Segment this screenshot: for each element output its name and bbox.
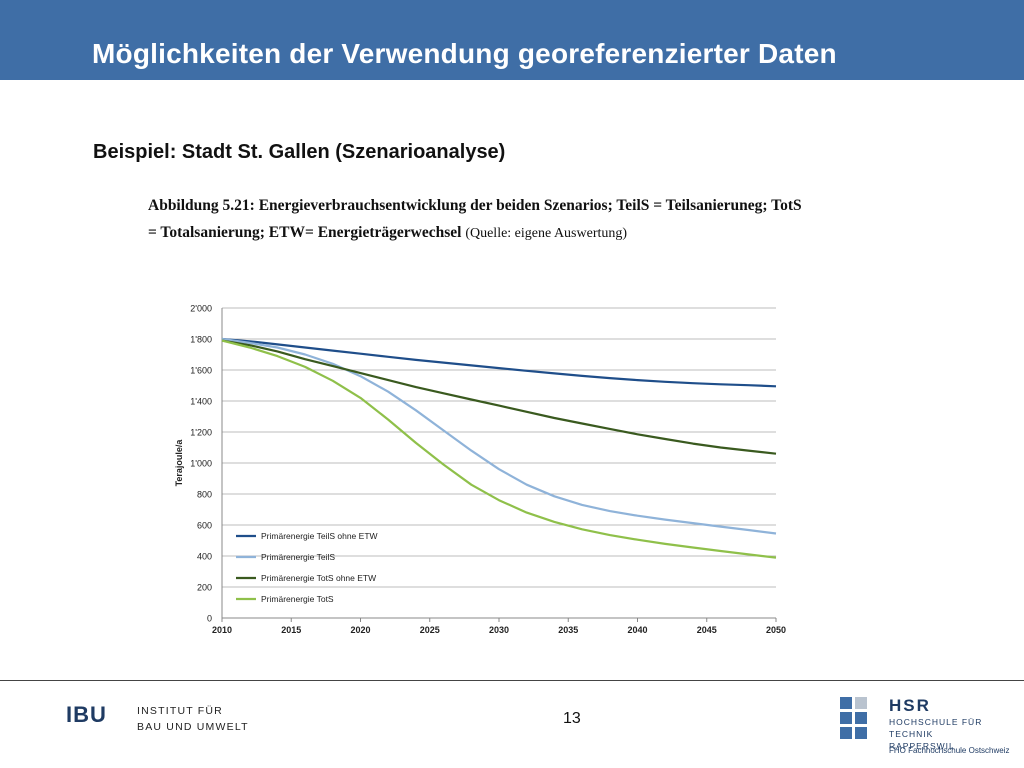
figure-caption: Abbildung 5.21: Energieverbrauchsentwick… bbox=[148, 192, 808, 247]
figure-caption-bold: Abbildung 5.21: Energieverbrauchsentwick… bbox=[148, 197, 802, 241]
ibu-logo-text: IBU bbox=[66, 703, 107, 725]
slide-subtitle: Beispiel: Stadt St. Gallen (Szenarioanal… bbox=[93, 141, 506, 163]
y-tick-label: 1'000 bbox=[190, 459, 212, 469]
y-tick-label: 2'000 bbox=[190, 304, 212, 314]
footer-divider bbox=[0, 680, 1024, 681]
legend-label-1: Primärenergie TeilS ohne ETW bbox=[261, 531, 378, 541]
page-number: 13 bbox=[563, 710, 581, 727]
legend-label-4: Primärenergie TotS bbox=[261, 594, 334, 604]
ibu-line-2: BAU UND UMWELT bbox=[137, 721, 249, 733]
x-tick-label: 2030 bbox=[489, 625, 509, 635]
slide-title: Möglichkeiten der Verwendung georeferenz… bbox=[92, 38, 837, 69]
ibu-logo: IBU bbox=[66, 703, 107, 725]
hsr-line-1: HOCHSCHULE FÜR TECHNIK bbox=[889, 717, 983, 739]
title-bar: Möglichkeiten der Verwendung georeferenz… bbox=[0, 0, 1024, 80]
line-chart: 0 200 400 600 800 1'000 1'200 1'400 1'600 1'800 2'… bbox=[174, 304, 786, 636]
hsr-fho-text: FHO Fachhochschule Ostschweiz bbox=[889, 746, 1010, 755]
legend-label-3: Primärenergie TotS ohne ETW bbox=[261, 573, 376, 583]
x-tick-label: 2050 bbox=[766, 625, 786, 635]
y-tick-label: 1'800 bbox=[190, 335, 212, 345]
series-line-3 bbox=[221, 339, 777, 455]
ibu-institute-text: INSTITUT FÜR BAU UND UMWELT bbox=[137, 703, 249, 735]
hsr-subtitle: HOCHSCHULE FÜR TECHNIK RAPPERSWIL bbox=[889, 716, 1024, 752]
series-line-4 bbox=[221, 339, 777, 559]
x-tick-label: 2040 bbox=[627, 625, 647, 635]
y-tick-label: 1'200 bbox=[190, 428, 212, 438]
legend-label-2: Primärenergie TeilS bbox=[261, 552, 335, 562]
x-tick-label: 2035 bbox=[558, 625, 578, 635]
y-tick-label: 400 bbox=[197, 552, 212, 562]
hsr-line-2: RAPPERSWIL bbox=[889, 741, 955, 751]
x-tick-label: 2045 bbox=[697, 625, 717, 635]
x-tick-label: 2010 bbox=[212, 625, 232, 635]
figure-caption-source: (Quelle: eigene Auswertung) bbox=[465, 226, 628, 241]
y-tick-label: 1'400 bbox=[190, 397, 212, 407]
series-line-2 bbox=[221, 337, 777, 535]
y-tick-label: 200 bbox=[197, 583, 212, 593]
hsr-logo-squares bbox=[840, 697, 867, 739]
y-tick-label: 0 bbox=[207, 614, 212, 624]
y-tick-label: 800 bbox=[197, 490, 212, 500]
ibu-line-1: INSTITUT FÜR bbox=[137, 705, 223, 717]
y-tick-label: 1'600 bbox=[190, 366, 212, 376]
y-axis-label: Terajoule/a bbox=[174, 439, 184, 487]
x-tick-label: 2025 bbox=[420, 625, 440, 635]
series-line-1 bbox=[221, 337, 777, 388]
x-tick-label: 2020 bbox=[350, 625, 370, 635]
x-tick-label: 2015 bbox=[281, 625, 301, 635]
y-tick-label: 600 bbox=[197, 521, 212, 531]
hsr-logo-name: HSR bbox=[889, 696, 931, 715]
